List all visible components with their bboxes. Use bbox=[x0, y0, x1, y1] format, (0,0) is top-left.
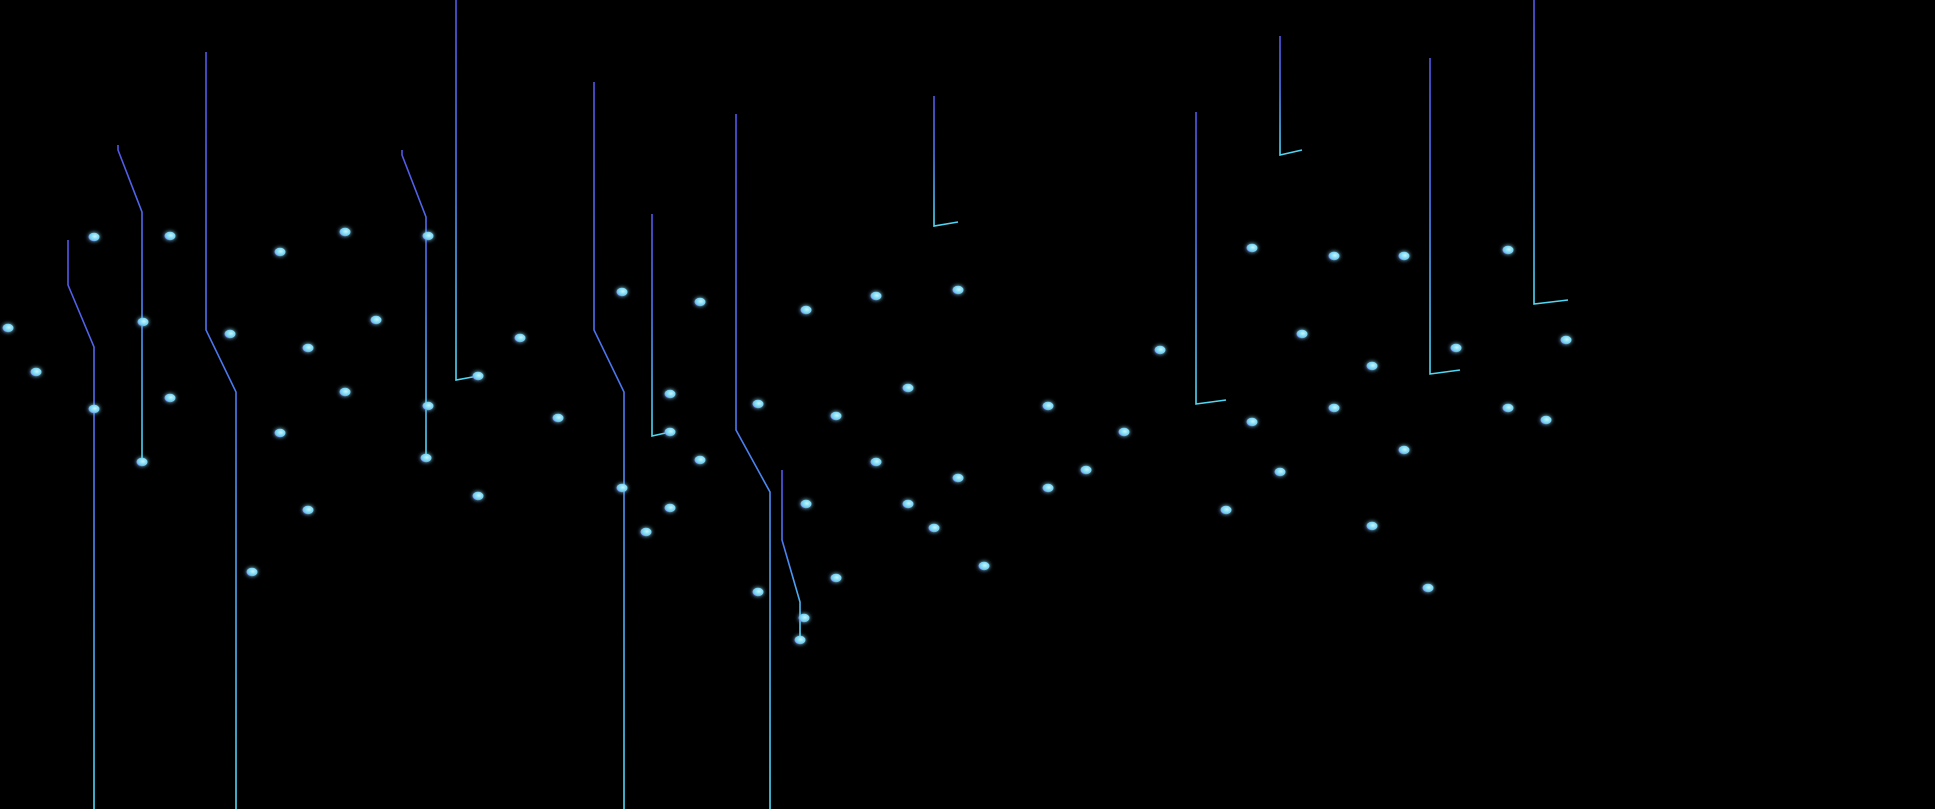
trace-node bbox=[830, 573, 842, 583]
trace-node bbox=[1502, 245, 1514, 255]
trace-node bbox=[302, 343, 314, 353]
trace-node bbox=[978, 561, 990, 571]
trace-node bbox=[870, 457, 882, 467]
trace-node bbox=[1246, 243, 1258, 253]
trace-node bbox=[640, 527, 652, 537]
trace-node bbox=[870, 291, 882, 301]
trace-node bbox=[1042, 401, 1054, 411]
circuit-trace bbox=[205, 52, 237, 809]
trace-node bbox=[1560, 335, 1572, 345]
trace-node bbox=[472, 371, 484, 381]
circuit-trace bbox=[117, 145, 143, 462]
trace-node bbox=[422, 401, 434, 411]
trace-node bbox=[1328, 251, 1340, 261]
trace-node bbox=[830, 411, 842, 421]
trace-node bbox=[88, 404, 100, 414]
trace-node bbox=[1366, 521, 1378, 531]
trace-node bbox=[1328, 403, 1340, 413]
trace-node bbox=[1274, 467, 1286, 477]
trace-node bbox=[136, 457, 148, 467]
trace-node bbox=[370, 315, 382, 325]
node-layer bbox=[2, 227, 1572, 645]
trace-node bbox=[137, 317, 149, 327]
circuit-trace bbox=[735, 114, 771, 809]
trace-node bbox=[1398, 251, 1410, 261]
trace-node bbox=[339, 227, 351, 237]
trace-node bbox=[902, 383, 914, 393]
trace-node bbox=[952, 285, 964, 295]
trace-node bbox=[902, 499, 914, 509]
trace-node bbox=[302, 505, 314, 515]
trace-node bbox=[1080, 465, 1092, 475]
trace-node bbox=[2, 323, 14, 333]
trace-node bbox=[1296, 329, 1308, 339]
trace-node bbox=[1042, 483, 1054, 493]
trace-node bbox=[616, 287, 628, 297]
circuit-trace bbox=[1195, 112, 1227, 405]
trace-node bbox=[164, 393, 176, 403]
circuit-trace bbox=[67, 240, 95, 809]
trace-node bbox=[664, 389, 676, 399]
trace-node bbox=[1366, 361, 1378, 371]
trace-node bbox=[420, 453, 432, 463]
trace-node bbox=[1540, 415, 1552, 425]
trace-node bbox=[274, 247, 286, 257]
trace-node bbox=[246, 567, 258, 577]
circuit-trace bbox=[1429, 58, 1461, 375]
trace-node bbox=[1246, 417, 1258, 427]
circuit-trace bbox=[401, 150, 427, 458]
trace-node bbox=[422, 231, 434, 241]
trace-node bbox=[694, 297, 706, 307]
trace-node bbox=[800, 499, 812, 509]
trace-node bbox=[1118, 427, 1130, 437]
trace-node bbox=[928, 523, 940, 533]
circuit-trace bbox=[1279, 36, 1303, 157]
trace-node bbox=[664, 427, 676, 437]
trace-node bbox=[664, 503, 676, 513]
trace-node bbox=[1450, 343, 1462, 353]
trace-node bbox=[224, 329, 236, 339]
circuit-trace bbox=[933, 96, 959, 227]
trace-node bbox=[752, 587, 764, 597]
trace-node bbox=[274, 428, 286, 438]
circuit-trace bbox=[593, 82, 625, 809]
trace-node bbox=[694, 455, 706, 465]
trace-node bbox=[798, 613, 810, 623]
trace-node bbox=[752, 399, 764, 409]
trace-node bbox=[88, 232, 100, 242]
circuit-trace bbox=[1533, 0, 1569, 305]
trace-layer bbox=[7, 0, 1569, 809]
trace-node bbox=[1220, 505, 1232, 515]
trace-node bbox=[1154, 345, 1166, 355]
trace-node bbox=[1398, 445, 1410, 455]
trace-node bbox=[616, 483, 628, 493]
trace-node bbox=[30, 367, 42, 377]
circuit-trace bbox=[651, 214, 671, 437]
trace-node bbox=[1422, 583, 1434, 593]
trace-node bbox=[794, 635, 806, 645]
trace-node bbox=[1502, 403, 1514, 413]
trace-node bbox=[339, 387, 351, 397]
trace-node bbox=[552, 413, 564, 423]
trace-node bbox=[800, 305, 812, 315]
circuit-trace bbox=[781, 470, 801, 640]
trace-node bbox=[952, 473, 964, 483]
circuit-trace bbox=[455, 0, 479, 381]
trace-node bbox=[164, 231, 176, 241]
trace-node bbox=[514, 333, 526, 343]
trace-node bbox=[472, 491, 484, 501]
